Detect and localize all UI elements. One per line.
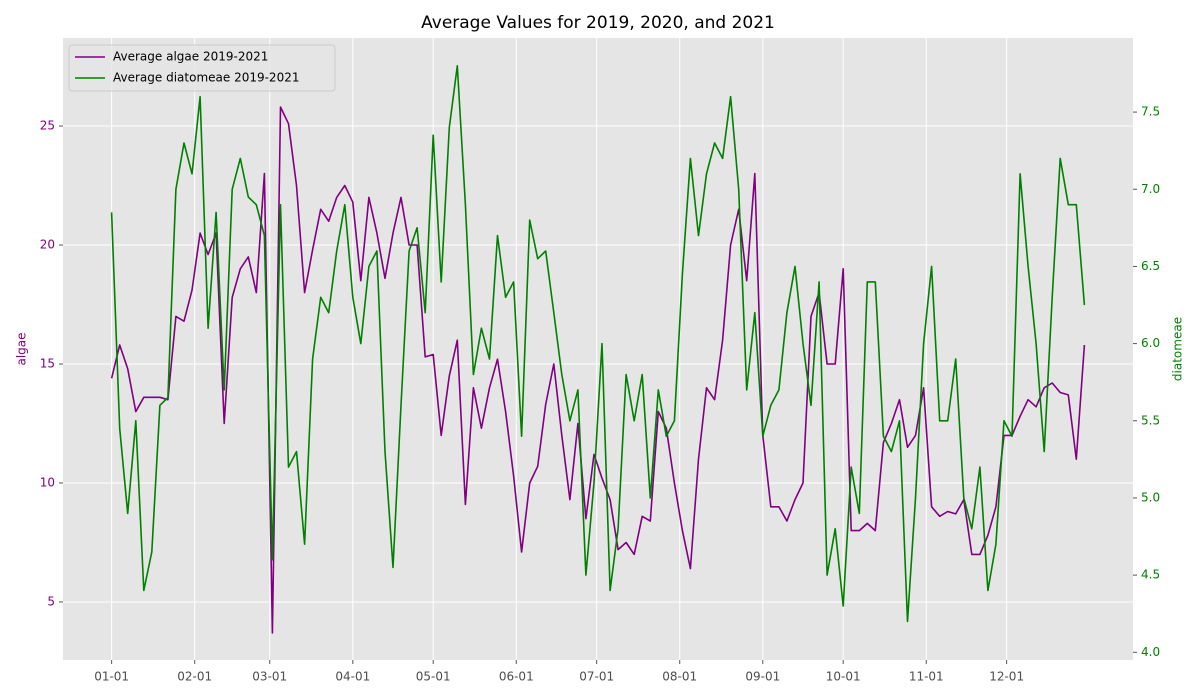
y-tick-label: 15 [40,356,55,370]
y2-tick-label: 5.5 [1141,413,1160,427]
series-line [110,106,1086,634]
plot-area [63,38,1133,660]
x-tick-label: 02-01 [177,670,212,684]
y-tick-label: 10 [40,475,55,489]
y2-tick-label: 6.5 [1141,259,1160,273]
x-tick-label: 03-01 [252,670,287,684]
y-axis-label: algae [15,332,29,365]
y2-axis-label: diatomeae [1171,317,1185,381]
legend-label: Average diatomeae 2019-2021 [113,71,299,85]
y2-tick-label: 4.0 [1141,645,1160,659]
y-tick-label: 5 [47,594,55,608]
y-tick-label: 25 [40,119,55,133]
y2-tick-label: 7.0 [1141,182,1160,196]
x-tick-label: 10-01 [826,670,861,684]
legend: Average algae 2019-2021 Average diatomeae… [68,44,336,92]
x-tick-label: 11-01 [909,670,944,684]
y2-tick-label: 6.0 [1141,336,1160,350]
y2-tick-label: 7.5 [1141,105,1160,119]
legend-box [68,44,336,92]
lines [110,65,1086,634]
x-tick-label: 09-01 [745,670,780,684]
series-line [110,65,1086,623]
x-tick-label: 01-01 [94,670,129,684]
y-tick-label: 20 [40,238,55,252]
grid [63,38,1133,660]
x-tick-label: 06-01 [499,670,534,684]
y2-tick-label: 4.5 [1141,568,1160,582]
x-tick-label: 12-01 [989,670,1024,684]
x-tick-label: 04-01 [335,670,370,684]
y2-tick-label: 5.0 [1141,490,1160,504]
x-tick-label: 08-01 [662,670,697,684]
x-tick-label: 05-01 [416,670,451,684]
chart-title: Average Values for 2019, 2020, and 2021 [421,13,775,33]
x-tick-label: 07-01 [579,670,614,684]
legend-label: Average algae 2019-2021 [113,50,268,64]
